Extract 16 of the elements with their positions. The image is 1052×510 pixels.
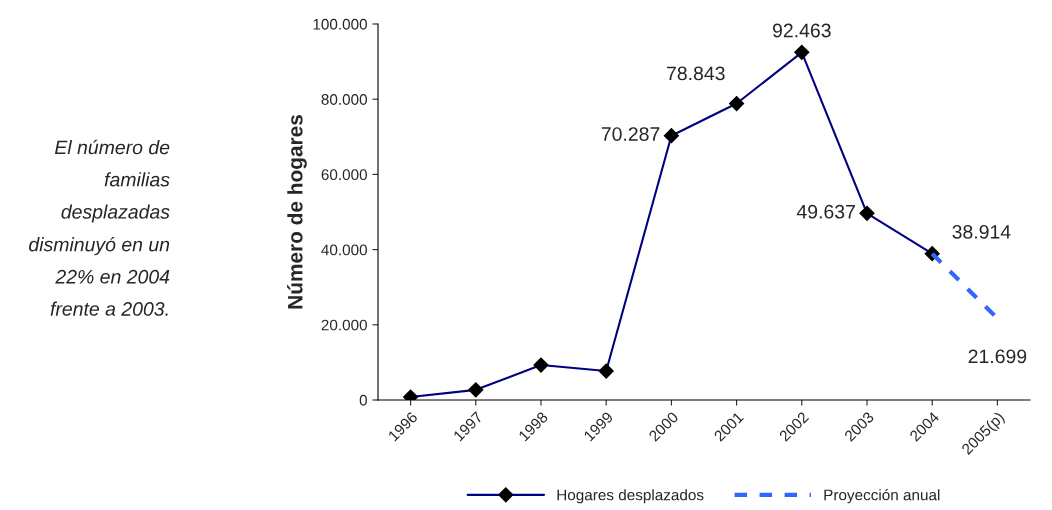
data-label: 21.699 (968, 349, 1027, 364)
y-tick-label: 80.000 (321, 94, 367, 105)
y-axis-title: Número de hogares (287, 115, 307, 309)
data-label: 70.287 (601, 127, 660, 141)
data-label: 38.914 (952, 224, 1011, 239)
y-tick-label: 60.000 (321, 169, 367, 181)
data-label: 49.637 (796, 204, 855, 219)
y-tick-label: 100.000 (313, 18, 367, 30)
text: El número de familias desplazadas disminuyó en un 22% en 2004 frente a 2003. (29, 139, 170, 316)
data-label: 78.843 (667, 66, 725, 81)
data-label: 92.463 (772, 23, 831, 38)
legend-label: Hogares desplazados (557, 489, 704, 504)
y-tick-label: 20.000 (321, 319, 367, 331)
y-tick-label: 0 (359, 394, 367, 406)
legend-label: Proyección anual (824, 488, 940, 504)
y-tick-label: 40.000 (321, 244, 367, 256)
